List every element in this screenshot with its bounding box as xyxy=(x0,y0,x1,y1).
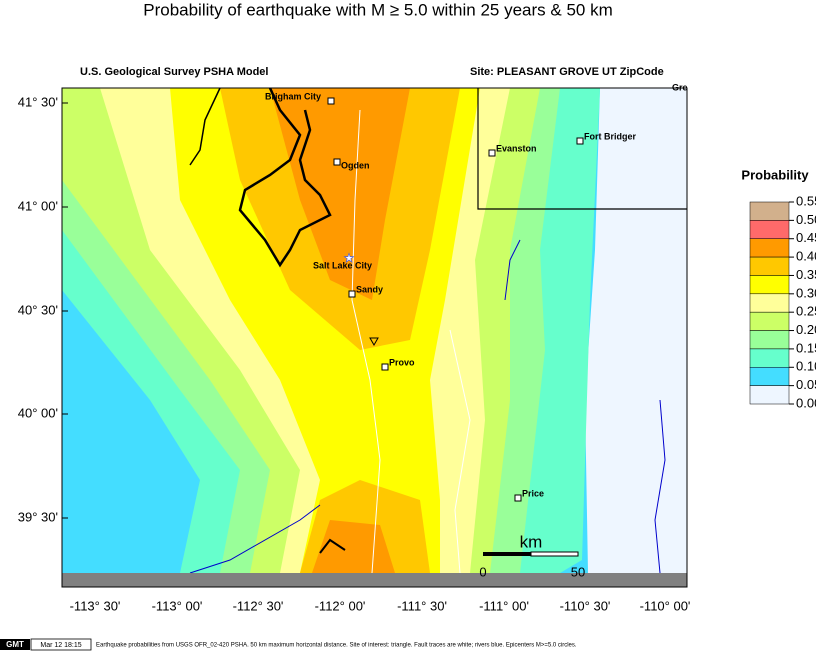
legend-tick-label: 0.05 xyxy=(796,377,816,392)
lat-label: 40° 00' xyxy=(18,405,58,420)
header-right: Site: PLEASANT GROVE UT ZipCode xyxy=(470,66,664,78)
hazard-map xyxy=(61,87,688,588)
lon-label: -112° 30' xyxy=(233,598,284,613)
legend-tick-label: 0.25 xyxy=(796,304,816,319)
lat-label: 40° 30' xyxy=(18,302,58,317)
legend-tick-label: 0.20 xyxy=(796,322,816,337)
legend-swatch xyxy=(749,293,790,313)
title: Probability of earthquake with M ≥ 5.0 w… xyxy=(143,0,613,19)
legend-swatch xyxy=(749,348,790,368)
place-label: Ogden xyxy=(341,160,370,170)
place-label: Provo xyxy=(389,357,415,367)
city-marker xyxy=(327,97,335,105)
legend-tick-label: 0.00 xyxy=(796,395,816,410)
scale-label: 0 xyxy=(479,564,486,579)
legend-tick-label: 0.15 xyxy=(796,340,816,355)
lon-label: -113° 00' xyxy=(152,598,203,613)
legend: Probability 0.55 0.50 0.45 0.40 0.35 0.30 0.25… xyxy=(741,167,816,410)
city-marker xyxy=(348,290,356,298)
lon-label: -112° 00' xyxy=(315,598,366,613)
footer-logo: GMT xyxy=(6,640,24,649)
legend-swatch xyxy=(749,367,790,386)
legend-tick-label: 0.50 xyxy=(796,212,816,227)
lat-label: 41° 00' xyxy=(18,198,58,213)
legend-tick-label: 0.40 xyxy=(796,249,816,264)
footer-timestamp: Mar 12 18:15 xyxy=(40,642,81,649)
lat-label: 39° 30' xyxy=(18,509,58,524)
legend-swatch xyxy=(749,220,790,239)
city-marker xyxy=(333,158,341,166)
city-marker xyxy=(576,137,584,145)
legend-tick-label: 0.45 xyxy=(796,230,816,245)
header-left: U.S. Geological Survey PSHA Model xyxy=(80,66,268,78)
legend-tick-label: 0.35 xyxy=(796,267,816,282)
place-label: Salt Lake City xyxy=(313,260,372,270)
legend-title: Probability xyxy=(741,167,809,182)
legend-swatch xyxy=(749,311,790,331)
lon-label: -110° 30' xyxy=(560,598,611,613)
legend-tick-label: 0.10 xyxy=(796,359,816,374)
scale-label: 50 xyxy=(571,564,585,579)
city-marker xyxy=(514,494,522,502)
place-label: Price xyxy=(522,488,544,498)
lon-label: -113° 30' xyxy=(70,598,121,613)
legend-swatch xyxy=(749,385,790,405)
city-marker xyxy=(488,149,496,157)
footer-caption: Earthquake probabilities from USGS OFR_0… xyxy=(96,643,577,649)
city-star: ★ xyxy=(344,251,355,265)
scale-unit: km xyxy=(520,532,543,551)
lon-label: -111° 30' xyxy=(397,598,447,613)
place-label: Evanston xyxy=(496,143,537,153)
legend-tick-label: 0.30 xyxy=(796,285,816,300)
legend-swatch xyxy=(749,330,790,350)
lon-label: -110° 00' xyxy=(640,598,691,613)
legend-swatch xyxy=(749,275,790,295)
lon-label: -111° 00' xyxy=(479,598,529,613)
place-label: Brigham City xyxy=(265,91,321,101)
legend-swatch xyxy=(749,256,790,276)
place-label: Fort Bridger xyxy=(584,131,636,141)
place-label: Sandy xyxy=(356,284,383,294)
lat-label: 41° 30' xyxy=(18,94,58,109)
legend-tick-label: 0.55 xyxy=(796,193,816,208)
legend-swatch xyxy=(749,238,790,258)
legend-swatch xyxy=(749,201,790,221)
city-marker xyxy=(381,363,389,371)
place-label: Gre xyxy=(672,82,688,92)
